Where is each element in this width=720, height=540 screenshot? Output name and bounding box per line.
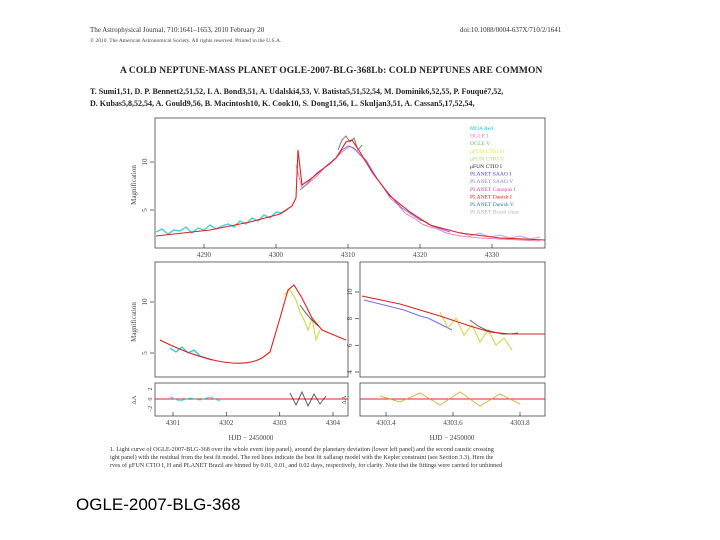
- residual-y-tick-label: 2: [148, 388, 154, 391]
- top-y-ticks: 5 10: [141, 158, 154, 212]
- bl-model-curve: [159, 284, 347, 364]
- br-y-ticks: 4 6 8 10: [346, 288, 359, 374]
- br-y-tick-label: 6: [346, 343, 354, 347]
- bl-residual-scatter-2: [289, 390, 327, 408]
- br-model-curve: [361, 295, 545, 335]
- author-line-2: D. Kubas5,8,52,54, A. Gould9,56, B. Maci…: [90, 99, 475, 108]
- bl-x-tick-label: 4302: [219, 419, 234, 427]
- top-scatter-4: [337, 135, 363, 152]
- legend-entry: PLANET Danish V: [470, 202, 514, 208]
- bl-x-tick-label: 4301: [166, 419, 181, 427]
- bl-x-tick-label: 4303: [273, 419, 288, 427]
- legend-entry: μFUN CTIO H: [470, 149, 504, 155]
- top-x-tick-label: 4300: [269, 251, 284, 259]
- bl-scatter-2: [283, 289, 321, 343]
- br-x-tick-label: 4303.4: [376, 419, 396, 427]
- slide-caption: OGLE-2007-BLG-368: [76, 495, 241, 514]
- br-x-tick-label: 4303.6: [443, 419, 463, 427]
- legend-entry: μFUN CTIO I: [470, 164, 502, 170]
- br-panel-frame: [359, 261, 546, 378]
- br-y-tick-label: 8: [346, 316, 354, 320]
- caption-line-3: rves of μFUN CTIO I, H and PLANET Brazil…: [110, 462, 503, 470]
- br-scatter-2: [439, 311, 513, 351]
- residual-y-tick-label: 0: [148, 398, 154, 401]
- caption-line-1: 1. Light curve of OGLE-2007-BLG-368 over…: [110, 446, 494, 453]
- top-x-tick-label: 4290: [197, 251, 212, 259]
- br-scatter-1: [363, 299, 453, 331]
- bl-y-tick-label: 10: [141, 298, 149, 306]
- bl-x-tick-label: 4304: [326, 419, 341, 427]
- paper-title: A COLD NEPTUNE-MASS PLANET OGLE-2007-BLG…: [120, 66, 543, 76]
- journal-header: The Astrophysical Journal, 710:1641–1653…: [90, 26, 265, 34]
- br-xlabel: HJD − 2450000: [430, 434, 475, 442]
- top-x-tick-label: 4310: [341, 251, 356, 259]
- caption-line-2: ight panel) with the residual from the b…: [110, 454, 494, 462]
- legend-entry: PLANET Brazil clear: [470, 210, 519, 216]
- bl-x-ticks: 4301 4302 4303 4304: [166, 412, 341, 427]
- doi-link[interactable]: doi:10.1088/0004-637X/710/2/1641: [460, 26, 562, 34]
- top-y-tick-label: 5: [141, 208, 149, 212]
- legend-entry: PLANET SAAO I: [470, 172, 511, 178]
- br-y-tick-label: 4: [346, 370, 354, 374]
- top-panel-frame: [154, 117, 546, 249]
- legend-entry: MOA Red: [470, 126, 493, 132]
- bl-residual-label: ΔA: [131, 395, 138, 404]
- br-x-ticks: 4303.4 4303.6 4303.8: [376, 412, 530, 427]
- bl-ylabel: Magnification: [130, 302, 138, 342]
- top-moa-scatter: [155, 208, 289, 235]
- legend-entry: PLANET Danish I: [470, 194, 512, 200]
- top-x-ticks: 4290 4300 4310 4320 4330: [197, 244, 500, 259]
- top-x-tick-label: 4330: [485, 251, 500, 259]
- bl-y-ticks: 5 10: [141, 298, 154, 355]
- legend-entry: μFUN CTIO V: [470, 156, 504, 162]
- legend-entry: OGLE I: [470, 134, 488, 140]
- residual-y-tick-label: −2: [148, 406, 154, 412]
- br-residual-label: ΔA: [341, 395, 348, 404]
- br-residual-scatter: [379, 391, 521, 407]
- author-list: T. Sumi1,51, D. P. Bennett2,51,52, I. A.…: [90, 86, 610, 110]
- copyright-notice: © 2010. The American Astronomical Societ…: [90, 38, 282, 44]
- top-model-curve: [155, 139, 546, 241]
- legend-entry: OGLE V: [470, 141, 490, 147]
- br-x-tick-label: 4303.8: [510, 419, 530, 427]
- bl-residual-scatter: [169, 396, 221, 402]
- residual-y-ticks: 2 0 −2: [148, 388, 154, 413]
- legend-entry: PLANET Canopus I: [470, 187, 516, 193]
- author-line-1: T. Sumi1,51, D. P. Bennett2,51,52, I. A.…: [90, 87, 504, 96]
- br-y-tick-label: 10: [346, 288, 354, 296]
- legend-entry: PLANET SAAO V: [470, 179, 513, 185]
- top-x-tick-label: 4320: [413, 251, 428, 259]
- bl-xlabel: HJD − 2450000: [229, 434, 274, 442]
- bl-y-tick-label: 5: [141, 351, 149, 355]
- bl-panel-frame: [154, 261, 349, 378]
- bl-scatter-3: [299, 304, 319, 327]
- top-y-tick-label: 10: [141, 158, 149, 166]
- top-scatter-2: [299, 145, 451, 233]
- figure-caption: 1. Light curve of OGLE-2007-BLG-368 over…: [110, 446, 598, 471]
- top-ylabel: Magnification: [130, 165, 138, 205]
